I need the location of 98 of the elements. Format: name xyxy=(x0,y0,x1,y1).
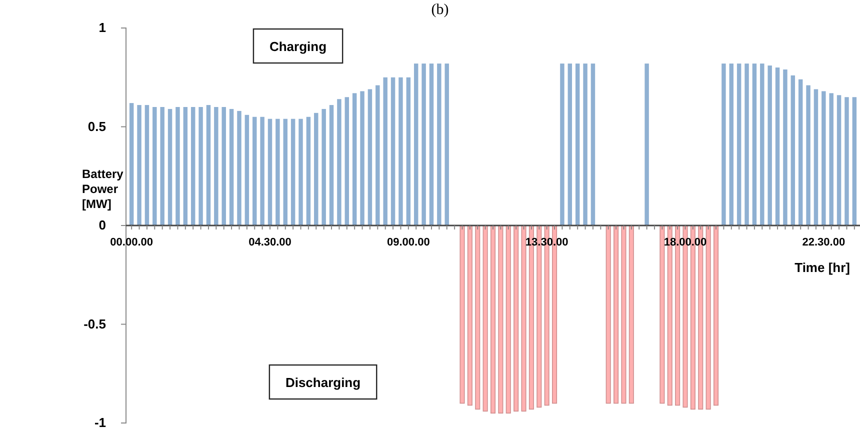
bar xyxy=(822,91,826,226)
bar xyxy=(244,114,250,226)
bar xyxy=(183,107,188,226)
bar xyxy=(144,105,150,226)
bar xyxy=(360,91,364,226)
bar xyxy=(276,118,280,226)
bar xyxy=(660,225,665,404)
bar xyxy=(352,93,357,226)
bar xyxy=(290,118,296,226)
bar xyxy=(614,225,619,404)
annotation: Discharging xyxy=(285,375,361,390)
bar xyxy=(222,107,226,226)
bar xyxy=(383,77,388,226)
bar xyxy=(606,225,611,404)
x-tick-label: 09.00.00 xyxy=(386,236,430,249)
y-tick-label: 0.5 xyxy=(88,118,106,134)
y-tick-label: 1 xyxy=(98,20,106,36)
y-tick-label: 0 xyxy=(98,218,106,233)
bar xyxy=(729,64,734,226)
bar xyxy=(590,64,596,226)
bar xyxy=(836,95,842,226)
bar xyxy=(514,225,519,412)
bar xyxy=(298,118,303,226)
bar xyxy=(437,64,442,226)
x-tick-label: 13.30.00 xyxy=(525,236,568,249)
bar xyxy=(736,64,742,226)
bar xyxy=(783,69,788,226)
bar xyxy=(814,89,818,226)
y-axis-title: Battery Power [MW] xyxy=(82,167,124,211)
y-tick-label: -0.5 xyxy=(84,316,106,332)
x-axis-title: Time [hr] xyxy=(794,260,850,275)
bar xyxy=(414,64,418,226)
bar xyxy=(768,66,772,226)
bar xyxy=(190,107,196,226)
annotation: Charging xyxy=(269,39,327,54)
bar xyxy=(198,107,203,226)
x-tick-label: 18.00.00 xyxy=(664,236,707,249)
bar xyxy=(168,108,172,226)
bar xyxy=(475,225,480,410)
bar xyxy=(844,97,849,226)
bar xyxy=(376,85,380,226)
bar xyxy=(806,85,810,226)
bar xyxy=(628,225,634,404)
bar xyxy=(252,116,257,226)
bar xyxy=(137,105,142,226)
bar xyxy=(314,112,318,226)
bar xyxy=(322,108,326,226)
bar xyxy=(568,64,572,226)
bar xyxy=(152,107,157,226)
bar xyxy=(706,225,711,410)
bar xyxy=(283,118,288,226)
y-tick-label: -1 xyxy=(94,415,106,430)
bar xyxy=(422,64,426,226)
x-tick-label: 00.00.00 xyxy=(110,236,153,249)
bar xyxy=(713,225,719,406)
bar xyxy=(344,97,350,226)
bar xyxy=(852,97,857,226)
bar xyxy=(621,225,626,404)
chart-title: (b) xyxy=(431,2,449,18)
bar xyxy=(790,75,796,226)
bar xyxy=(368,89,372,226)
bar xyxy=(575,64,580,226)
x-tick-label: 04.30.00 xyxy=(248,236,292,249)
bar xyxy=(268,118,272,226)
bar xyxy=(490,225,496,414)
bar xyxy=(206,105,211,226)
bar xyxy=(644,64,649,226)
bar xyxy=(775,68,780,226)
bar xyxy=(237,110,242,226)
bar xyxy=(829,93,834,226)
bar xyxy=(722,64,726,226)
bar xyxy=(460,225,465,404)
bar xyxy=(798,79,803,226)
bar xyxy=(482,225,488,412)
bar xyxy=(306,116,311,226)
bar xyxy=(429,64,434,226)
bar xyxy=(406,77,411,226)
bar xyxy=(129,103,134,226)
bar xyxy=(398,77,403,226)
bar xyxy=(176,107,180,226)
bar xyxy=(498,225,504,414)
bar xyxy=(229,108,234,226)
bar xyxy=(583,64,588,226)
bar xyxy=(467,225,472,406)
bar xyxy=(214,107,218,226)
bar xyxy=(444,64,449,226)
bar xyxy=(760,64,764,226)
bar xyxy=(521,225,526,412)
bar xyxy=(560,64,564,226)
bar xyxy=(744,64,749,226)
bar xyxy=(506,225,511,414)
bar xyxy=(752,64,757,226)
bar xyxy=(160,107,164,226)
bar xyxy=(390,77,396,226)
x-tick-label: 22.30.00 xyxy=(802,236,846,249)
bar xyxy=(329,105,334,226)
bar xyxy=(260,116,264,226)
bar xyxy=(337,99,342,226)
